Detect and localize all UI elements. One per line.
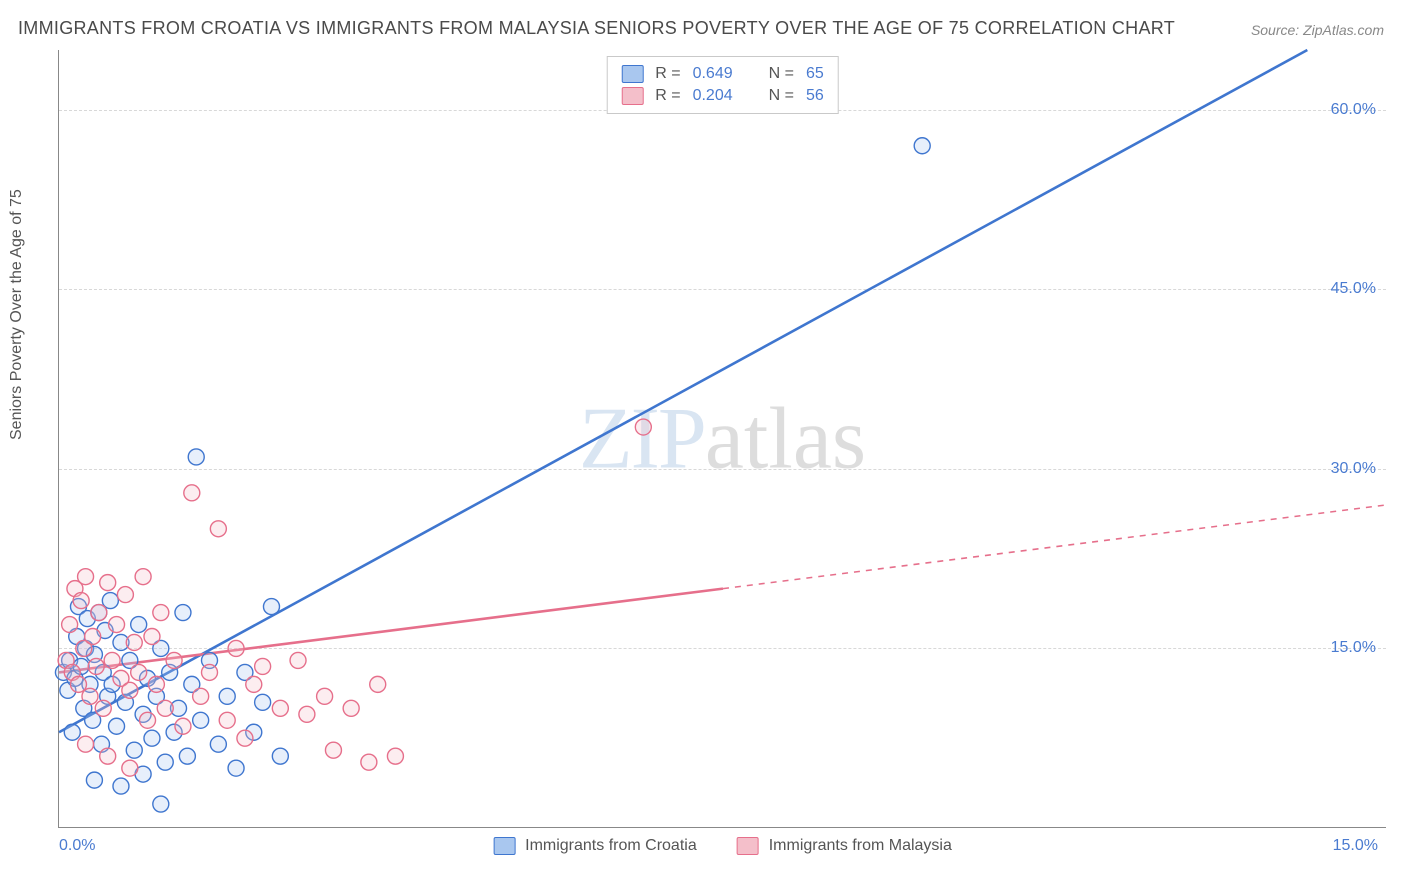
n-value-series2: 56 (806, 87, 824, 105)
scatter-point (109, 617, 125, 633)
scatter-point (78, 736, 94, 752)
scatter-point (202, 664, 218, 680)
n-label: N = (769, 65, 794, 83)
scatter-point (325, 742, 341, 758)
scatter-point (86, 772, 102, 788)
scatter-point (88, 658, 104, 674)
r-label: R = (655, 65, 680, 83)
scatter-point (126, 634, 142, 650)
x-tick-min: 0.0% (59, 837, 95, 855)
scatter-point (62, 617, 78, 633)
legend-swatch-series1 (621, 65, 643, 83)
scatter-point (78, 569, 94, 585)
r-value-series1: 0.649 (693, 65, 733, 83)
scatter-point (122, 682, 138, 698)
scatter-point (153, 796, 169, 812)
legend-correlation-box: R = 0.649 N = 65 R = 0.204 N = 56 (606, 56, 839, 114)
legend-swatch-series2 (621, 87, 643, 105)
scatter-point (188, 449, 204, 465)
scatter-point (82, 688, 98, 704)
legend-swatch-series1 (493, 837, 515, 855)
scatter-point (237, 730, 253, 746)
scatter-point (117, 587, 133, 603)
scatter-point (175, 718, 191, 734)
scatter-point (85, 628, 101, 644)
scatter-point (272, 700, 288, 716)
legend-item-series2: Immigrants from Malaysia (737, 837, 952, 855)
scatter-point (144, 730, 160, 746)
scatter-point (131, 664, 147, 680)
scatter-point (153, 605, 169, 621)
scatter-point (157, 700, 173, 716)
scatter-point (343, 700, 359, 716)
scatter-point (272, 748, 288, 764)
scatter-point (193, 688, 209, 704)
scatter-point (157, 754, 173, 770)
scatter-point (179, 748, 195, 764)
scatter-point (104, 652, 120, 668)
y-axis-label: Seniors Poverty Over the Age of 75 (8, 189, 26, 440)
scatter-point (95, 700, 111, 716)
legend-swatch-series2 (737, 837, 759, 855)
chart-title: IMMIGRANTS FROM CROATIA VS IMMIGRANTS FR… (18, 18, 1175, 39)
scatter-point (387, 748, 403, 764)
legend-row-series2: R = 0.204 N = 56 (621, 85, 824, 107)
scatter-point (126, 742, 142, 758)
scatter-point (317, 688, 333, 704)
scatter-point (246, 676, 262, 692)
scatter-point (635, 419, 651, 435)
n-label: N = (769, 87, 794, 105)
n-value-series1: 65 (806, 65, 824, 83)
legend-series-box: Immigrants from Croatia Immigrants from … (493, 837, 952, 855)
regression-line-solid (59, 589, 723, 673)
r-value-series2: 0.204 (693, 87, 733, 105)
regression-line-dashed (723, 505, 1387, 589)
scatter-plot-svg (59, 50, 1386, 827)
scatter-point (263, 599, 279, 615)
scatter-point (64, 724, 80, 740)
scatter-point (148, 676, 164, 692)
r-label: R = (655, 87, 680, 105)
x-tick-max: 15.0% (1333, 837, 1378, 855)
scatter-point (109, 718, 125, 734)
scatter-point (184, 485, 200, 501)
scatter-point (299, 706, 315, 722)
scatter-point (100, 575, 116, 591)
plot-area: ZIPatlas 15.0%30.0%45.0%60.0% R = 0.649 … (58, 50, 1386, 828)
scatter-point (370, 676, 386, 692)
scatter-point (290, 652, 306, 668)
scatter-point (166, 652, 182, 668)
scatter-point (122, 760, 138, 776)
legend-label-series1: Immigrants from Croatia (525, 837, 697, 855)
regression-line (59, 50, 1307, 732)
scatter-point (73, 593, 89, 609)
scatter-point (228, 640, 244, 656)
source-label: Source: ZipAtlas.com (1251, 22, 1384, 38)
legend-item-series1: Immigrants from Croatia (493, 837, 697, 855)
scatter-point (131, 617, 147, 633)
scatter-point (144, 628, 160, 644)
scatter-point (255, 658, 271, 674)
scatter-point (113, 778, 129, 794)
scatter-point (100, 748, 116, 764)
scatter-point (219, 688, 235, 704)
scatter-point (175, 605, 191, 621)
scatter-point (91, 605, 107, 621)
legend-label-series2: Immigrants from Malaysia (769, 837, 952, 855)
scatter-point (140, 712, 156, 728)
scatter-point (210, 521, 226, 537)
scatter-point (255, 694, 271, 710)
scatter-point (193, 712, 209, 728)
legend-row-series1: R = 0.649 N = 65 (621, 63, 824, 85)
scatter-point (361, 754, 377, 770)
scatter-point (135, 569, 151, 585)
scatter-point (228, 760, 244, 776)
scatter-point (219, 712, 235, 728)
scatter-point (914, 138, 930, 154)
scatter-point (210, 736, 226, 752)
